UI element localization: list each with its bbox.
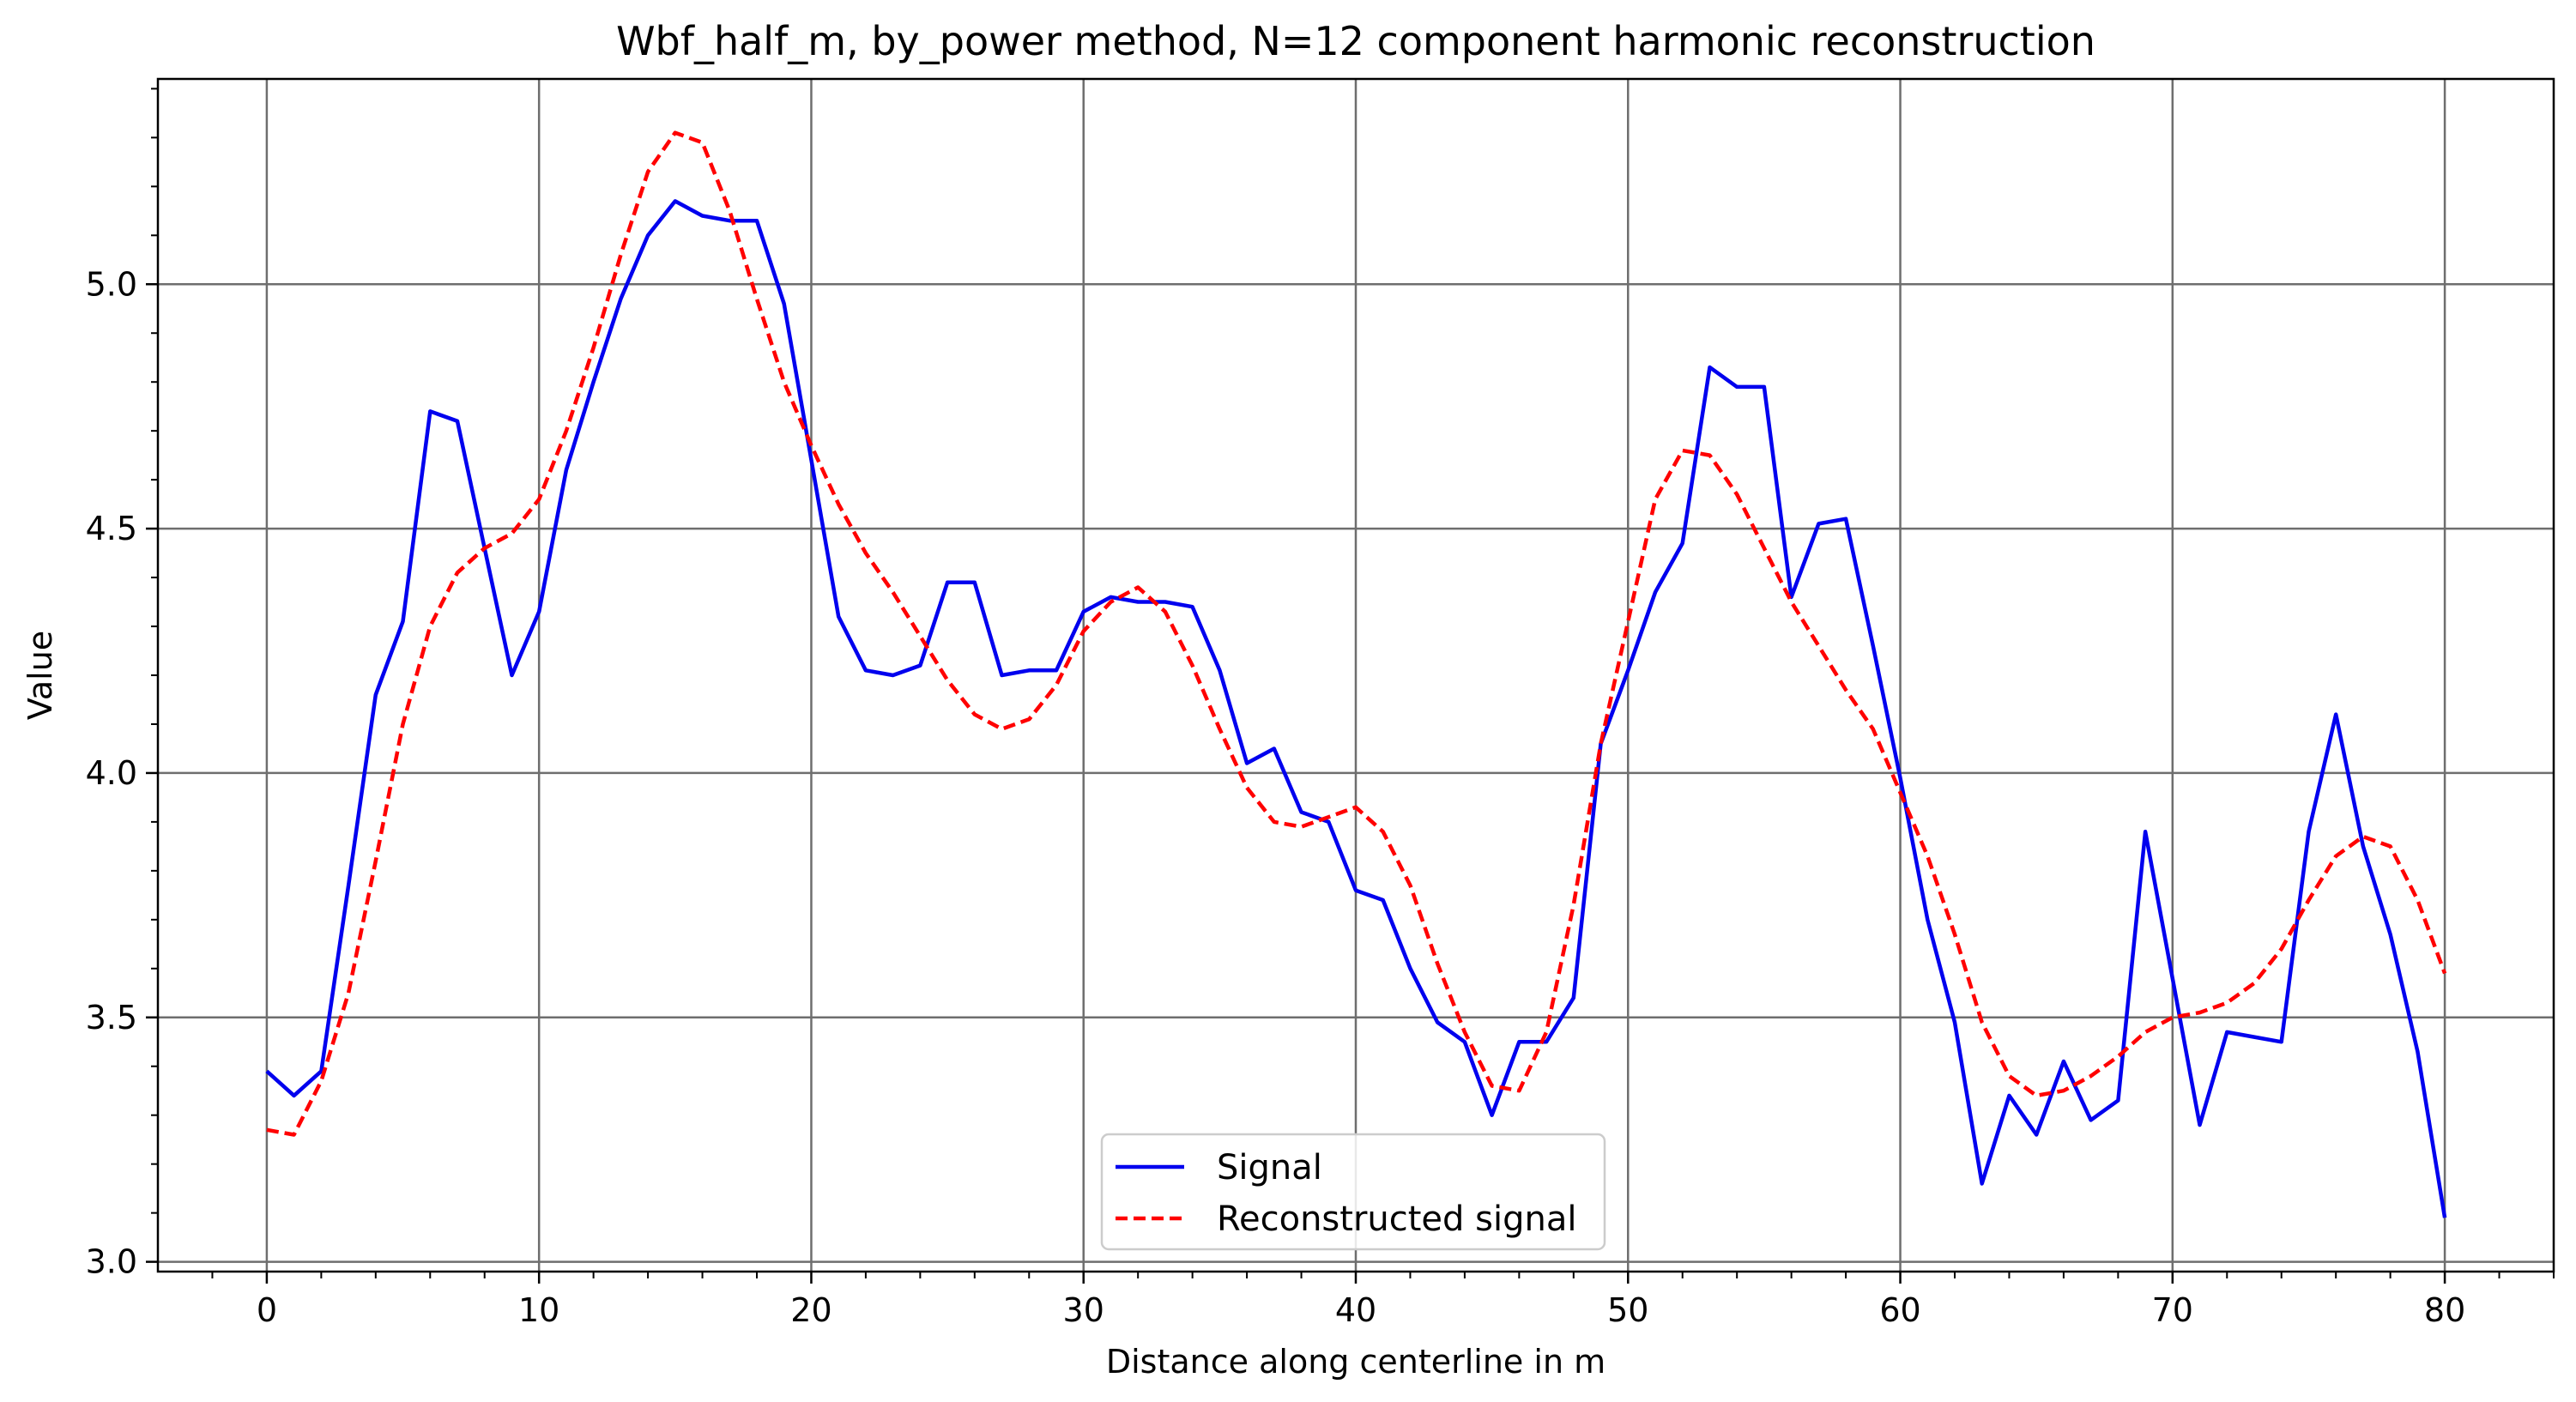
y-tick-label: 5.0 xyxy=(86,265,137,303)
legend: Signal Reconstructed signal xyxy=(1100,1133,1606,1251)
reconstructed-signal-series-line xyxy=(266,130,2447,1137)
legend-label-reconstructed: Reconstructed signal xyxy=(1217,1200,1576,1239)
grid xyxy=(158,79,2554,1272)
signal-series-line xyxy=(265,199,2447,1218)
x-tick-label: 30 xyxy=(1063,1291,1104,1329)
chart-title: Wbf_half_m, by_power method, N=12 compon… xyxy=(616,18,2095,64)
ticks: 0 10 20 30 40 50 60 70 80 3.0 3.5 4.0 4.5 5.0 xyxy=(86,88,2555,1329)
series-layer xyxy=(265,130,2447,1218)
x-tick-label: 0 xyxy=(257,1291,277,1329)
x-tick-label: 70 xyxy=(2152,1291,2193,1329)
y-axis-title: Value xyxy=(21,631,59,720)
x-tick-label: 10 xyxy=(518,1291,559,1329)
y-tick-label: 4.0 xyxy=(86,754,137,792)
x-tick-label: 80 xyxy=(2424,1291,2465,1329)
x-tick-label: 40 xyxy=(1335,1291,1376,1329)
x-tick-label: 20 xyxy=(790,1291,831,1329)
y-tick-label: 3.5 xyxy=(86,999,137,1036)
legend-label-signal: Signal xyxy=(1217,1148,1322,1187)
y-tick-label: 4.5 xyxy=(86,510,137,547)
x-tick-label: 50 xyxy=(1607,1291,1648,1329)
x-axis-title: Distance along centerline in m xyxy=(1106,1343,1605,1381)
x-tick-label: 60 xyxy=(1879,1291,1920,1329)
legend-box xyxy=(1100,1133,1606,1251)
y-tick-label: 3.0 xyxy=(86,1243,137,1281)
